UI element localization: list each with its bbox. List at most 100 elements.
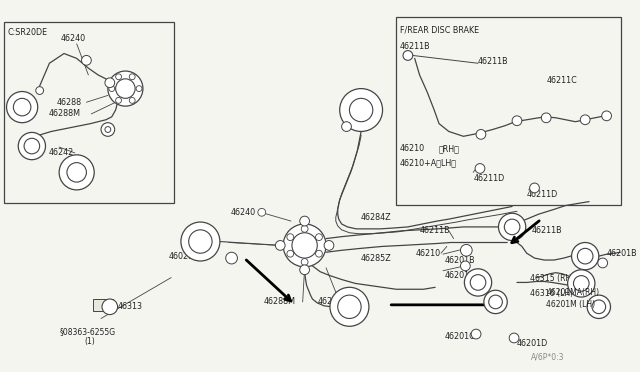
Text: 46240: 46240 xyxy=(230,208,256,217)
Circle shape xyxy=(504,219,520,235)
Text: (1): (1) xyxy=(84,337,95,346)
Circle shape xyxy=(475,164,485,173)
Circle shape xyxy=(116,74,122,80)
Circle shape xyxy=(598,258,607,268)
Text: 46211D: 46211D xyxy=(473,174,504,183)
Text: 〈RH〉: 〈RH〉 xyxy=(439,144,460,154)
Circle shape xyxy=(13,98,31,116)
Circle shape xyxy=(324,241,334,250)
Circle shape xyxy=(300,216,310,226)
Text: 46211D: 46211D xyxy=(527,190,558,199)
Circle shape xyxy=(109,86,115,92)
Circle shape xyxy=(471,329,481,339)
Text: 46210+A〈LH〉: 46210+A〈LH〉 xyxy=(400,158,457,167)
Circle shape xyxy=(129,97,135,103)
Text: 46315 (RH): 46315 (RH) xyxy=(530,274,574,283)
Text: C:SR20DE: C:SR20DE xyxy=(8,28,47,36)
Text: 46288: 46288 xyxy=(191,238,217,247)
Text: 46211B: 46211B xyxy=(532,226,562,235)
Text: 46201D: 46201D xyxy=(517,339,548,348)
Circle shape xyxy=(476,129,486,139)
Text: 46211C: 46211C xyxy=(546,76,577,85)
Text: 46316 (LH): 46316 (LH) xyxy=(530,289,573,298)
Text: §08363-6255G: §08363-6255G xyxy=(59,327,115,336)
Circle shape xyxy=(102,299,118,315)
Circle shape xyxy=(283,224,326,267)
Circle shape xyxy=(189,230,212,253)
Text: 46242: 46242 xyxy=(49,148,74,157)
Text: 46288: 46288 xyxy=(56,98,81,107)
Circle shape xyxy=(59,155,94,190)
Text: 46021D: 46021D xyxy=(168,251,200,261)
Circle shape xyxy=(342,122,351,131)
Text: 46201MA(RH): 46201MA(RH) xyxy=(546,288,599,297)
Circle shape xyxy=(602,111,611,121)
Bar xyxy=(93,299,113,311)
Circle shape xyxy=(258,208,266,216)
Circle shape xyxy=(340,89,383,131)
Text: 46210: 46210 xyxy=(400,144,425,154)
Circle shape xyxy=(181,222,220,261)
Text: 46288M: 46288M xyxy=(264,298,296,307)
Circle shape xyxy=(349,98,373,122)
Circle shape xyxy=(484,290,508,314)
Text: 46211B: 46211B xyxy=(400,42,431,51)
Text: 46284Z: 46284Z xyxy=(361,213,392,222)
Text: 46313: 46313 xyxy=(118,302,143,311)
Circle shape xyxy=(470,275,486,290)
Circle shape xyxy=(287,234,294,241)
Circle shape xyxy=(105,78,115,88)
Circle shape xyxy=(129,74,135,80)
Text: A/6P*0:3: A/6P*0:3 xyxy=(531,353,564,362)
Circle shape xyxy=(67,163,86,182)
Circle shape xyxy=(108,71,143,106)
Circle shape xyxy=(403,51,413,60)
Circle shape xyxy=(489,295,502,309)
Bar xyxy=(396,16,621,205)
Text: 46201C: 46201C xyxy=(445,331,476,340)
Circle shape xyxy=(301,225,308,232)
Circle shape xyxy=(541,113,551,123)
Circle shape xyxy=(573,276,589,291)
Circle shape xyxy=(338,295,361,318)
Circle shape xyxy=(512,116,522,126)
Circle shape xyxy=(592,300,605,314)
Circle shape xyxy=(330,287,369,326)
Circle shape xyxy=(580,115,590,125)
Circle shape xyxy=(292,233,317,258)
Circle shape xyxy=(81,55,92,65)
Text: F/REAR DISC BRAKE: F/REAR DISC BRAKE xyxy=(400,26,479,35)
Circle shape xyxy=(275,241,285,250)
Circle shape xyxy=(530,183,540,193)
Circle shape xyxy=(316,250,323,257)
Circle shape xyxy=(6,92,38,123)
Circle shape xyxy=(316,234,323,241)
Circle shape xyxy=(101,123,115,136)
Circle shape xyxy=(499,213,525,241)
Text: 46210: 46210 xyxy=(415,249,441,258)
Circle shape xyxy=(577,248,593,264)
Text: 46240: 46240 xyxy=(61,34,86,44)
Circle shape xyxy=(509,333,519,343)
Circle shape xyxy=(572,243,599,270)
Circle shape xyxy=(465,269,492,296)
Circle shape xyxy=(587,295,611,318)
Text: 46211B: 46211B xyxy=(478,57,509,66)
Text: 46288M: 46288M xyxy=(49,109,81,118)
Circle shape xyxy=(301,259,308,265)
Circle shape xyxy=(226,252,237,264)
Text: 46201B: 46201B xyxy=(445,256,476,264)
Circle shape xyxy=(461,244,472,256)
Text: 46201B: 46201B xyxy=(607,249,637,258)
Text: 46201M (LH): 46201M (LH) xyxy=(546,300,595,310)
Text: 46211B: 46211B xyxy=(420,226,450,235)
Circle shape xyxy=(18,132,45,160)
Circle shape xyxy=(24,138,40,154)
Text: 46201D: 46201D xyxy=(445,271,476,280)
Circle shape xyxy=(36,87,44,94)
Circle shape xyxy=(461,261,470,271)
Circle shape xyxy=(105,126,111,132)
Bar xyxy=(4,22,174,203)
Text: 46285Z: 46285Z xyxy=(361,254,392,263)
Text: 46242: 46242 xyxy=(317,298,342,307)
